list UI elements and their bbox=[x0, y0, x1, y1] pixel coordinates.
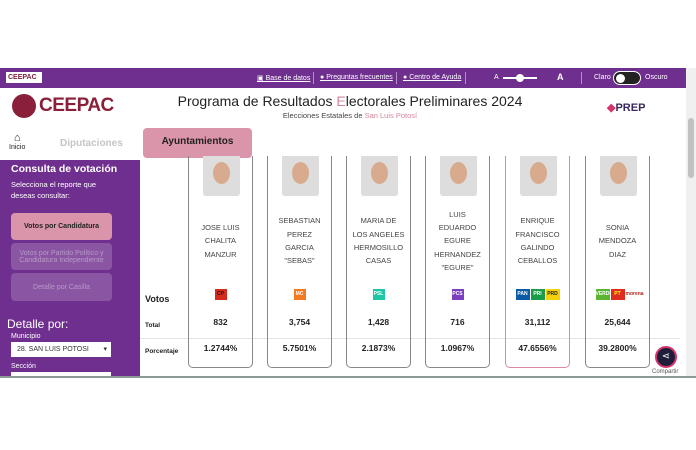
theme-toggle[interactable] bbox=[613, 71, 641, 85]
scrollbar[interactable] bbox=[686, 68, 696, 376]
candidate-photo bbox=[361, 156, 398, 196]
candidate-percentage: 39.2800% bbox=[598, 343, 637, 353]
ceepac-logo[interactable]: CEEPAC bbox=[12, 94, 114, 118]
sidebar-title: Consulta de votación bbox=[11, 163, 118, 175]
tab-ayuntamientos[interactable]: Ayuntamientos bbox=[143, 128, 252, 158]
party-logo: PSL bbox=[372, 289, 385, 300]
font-size-slider[interactable] bbox=[503, 74, 537, 82]
candidate-name: ENRIQUE FRANCISCO GALINDO CEBALLOS bbox=[515, 216, 560, 266]
sidebar-hint: Selecciona el reporte que deseas consult… bbox=[11, 180, 97, 200]
party-logo: PAN bbox=[515, 289, 530, 300]
sidebar: Consulta de votación Selecciona el repor… bbox=[0, 160, 140, 376]
home-icon: ⌂ bbox=[13, 132, 21, 144]
candidate-total: 31,112 bbox=[524, 317, 551, 327]
seccion-label: Sección bbox=[11, 363, 36, 370]
results-table: Votos Total Porcentaje JOSE LUIS CHALITA… bbox=[140, 156, 686, 376]
link-preguntas-frecuentes[interactable]: ● Preguntas frecuentes bbox=[320, 74, 393, 81]
tab-inicio[interactable]: ⌂ Inicio bbox=[9, 132, 26, 151]
candidate-name: LUIS EDUARDO EGURE HERNANDEZ "EGURE" bbox=[434, 209, 481, 272]
candidate-name: MARIA DE LOS ANGELES HERMOSILLO CASAS bbox=[352, 216, 405, 266]
row-label-votos: Votos bbox=[145, 294, 170, 304]
party-logo: CP bbox=[214, 289, 227, 300]
party-logos: VERDE PT morena bbox=[586, 289, 649, 300]
ceepac-small-logo[interactable]: CEEPAC bbox=[6, 72, 42, 83]
party-logo: morena bbox=[625, 289, 644, 300]
municipio-label: Municipio bbox=[11, 333, 41, 340]
party-logos: PCS bbox=[426, 289, 489, 300]
party-logos: CP bbox=[189, 289, 252, 300]
municipio-select[interactable]: 28. SAN LUIS POTOSI bbox=[11, 342, 111, 357]
candidate-photo bbox=[520, 156, 557, 196]
theme-light-label: Claro bbox=[594, 74, 611, 81]
option-detalle-casilla[interactable]: Detalle por Casilla bbox=[11, 273, 112, 301]
party-logo: PRD bbox=[545, 289, 560, 300]
link-base-datos[interactable]: ▣ Base de datos bbox=[257, 75, 311, 82]
theme-dark-label: Oscuro bbox=[645, 74, 668, 81]
candidate-name: JOSE LUIS CHALITA MANZUR bbox=[201, 223, 240, 259]
party-logo: PT bbox=[610, 289, 625, 300]
candidate-card: JOSE LUIS CHALITA MANZUR CP 832 1.2744% bbox=[188, 156, 253, 368]
prep-logo: ◆PREP bbox=[607, 102, 646, 114]
row-label-total: Total bbox=[145, 322, 161, 329]
candidate-name: SEBASTIAN PEREZ GARCIA "SEBAS" bbox=[278, 216, 321, 266]
app-window: CEEPAC ▣ Base de datos ● Preguntas frecu… bbox=[0, 68, 696, 378]
candidate-card: ENRIQUE FRANCISCO GALINDO CEBALLOS PAN PR… bbox=[505, 156, 570, 368]
tab-bar: ⌂ Inicio Diputaciones Ayuntamientos bbox=[0, 126, 686, 160]
row-label-porcentaje: Porcentaje bbox=[145, 348, 179, 355]
candidate-card: SONIA MENDOZA DIAZ VERDE PT morena 25,644 … bbox=[585, 156, 650, 368]
candidate-card: SEBASTIAN PEREZ GARCIA "SEBAS" MC 3,754 … bbox=[267, 156, 332, 368]
page-subtitle: Elecciones Estatales de San Luis Potosí bbox=[282, 111, 418, 120]
party-logos: PSL bbox=[347, 289, 410, 300]
candidate-percentage: 47.6556% bbox=[518, 343, 557, 353]
share-label: Compartir bbox=[652, 369, 679, 375]
share-icon: ⋖ bbox=[661, 351, 671, 362]
header: CEEPAC Programa de Resultados Electorale… bbox=[0, 88, 686, 126]
tab-diputaciones[interactable]: Diputaciones bbox=[60, 138, 123, 149]
font-large-label: A bbox=[557, 72, 564, 82]
party-logo: MC bbox=[293, 289, 306, 300]
party-logos: MC bbox=[268, 289, 331, 300]
candidate-total: 832 bbox=[213, 317, 228, 327]
candidate-percentage: 1.2744% bbox=[203, 343, 238, 353]
candidate-percentage: 1.0967% bbox=[440, 343, 475, 353]
candidate-photo bbox=[600, 156, 637, 196]
party-logos: PAN PRI PRD bbox=[506, 289, 569, 300]
font-small-label: A bbox=[494, 74, 499, 81]
detail-title: Detalle por: bbox=[7, 317, 69, 331]
seccion-select[interactable] bbox=[11, 372, 111, 376]
candidate-photo bbox=[203, 156, 240, 196]
candidate-total: 716 bbox=[450, 317, 465, 327]
page-title: Programa de Resultados Electorales Preli… bbox=[177, 93, 523, 109]
party-logo: VERDE bbox=[595, 289, 613, 300]
candidate-card: MARIA DE LOS ANGELES HERMOSILLO CASAS PS… bbox=[346, 156, 411, 368]
candidate-total: 1,428 bbox=[367, 317, 390, 327]
candidate-photo bbox=[440, 156, 477, 196]
share-button[interactable]: ⋖ bbox=[655, 346, 677, 368]
candidate-photo bbox=[282, 156, 319, 196]
candidate-card: LUIS EDUARDO EGURE HERNANDEZ "EGURE" PCS… bbox=[425, 156, 490, 368]
party-logo: PRI bbox=[530, 289, 545, 300]
top-bar: CEEPAC ▣ Base de datos ● Preguntas frecu… bbox=[0, 68, 686, 88]
option-votos-candidatura[interactable]: Votos por Candidatura bbox=[11, 213, 112, 240]
party-logo: PCS bbox=[451, 289, 464, 300]
candidate-total: 25,644 bbox=[604, 317, 631, 327]
candidate-percentage: 5.7501% bbox=[282, 343, 317, 353]
candidate-name: SONIA MENDOZA DIAZ bbox=[598, 223, 637, 259]
candidate-percentage: 2.1873% bbox=[361, 343, 396, 353]
candidate-total: 3,754 bbox=[288, 317, 311, 327]
link-centro-ayuda[interactable]: ● Centro de Ayuda bbox=[403, 74, 462, 81]
option-votos-partido[interactable]: Votos por Partido Político y Candidatura… bbox=[11, 243, 112, 270]
